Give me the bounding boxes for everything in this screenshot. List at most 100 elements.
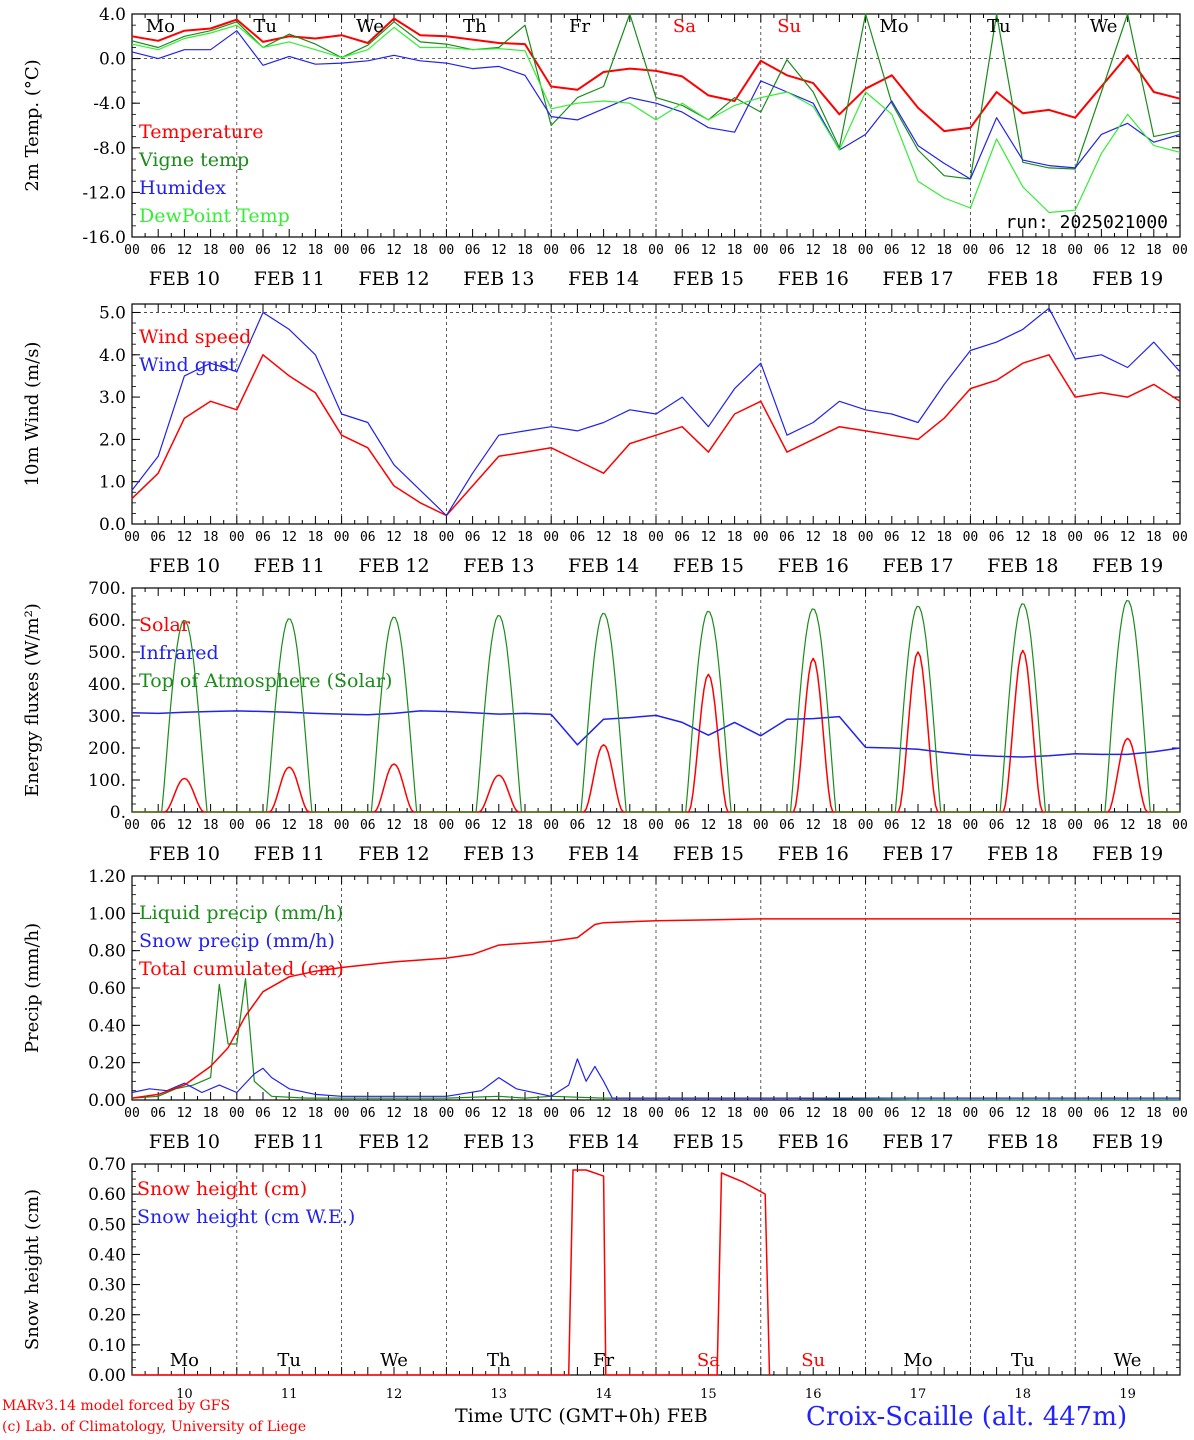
hour-label: 12: [805, 1106, 821, 1121]
day-number: 12: [386, 1387, 403, 1402]
hour-label: 06: [360, 243, 376, 258]
hour-label: 12: [281, 243, 297, 258]
hour-label: 06: [989, 1106, 1005, 1121]
hour-label: 00: [543, 530, 559, 545]
time-axis-label: Time UTC (GMT+0h) FEB: [455, 1405, 708, 1427]
y-tick-label: 0.00: [88, 1366, 126, 1386]
hour-label: 00: [963, 243, 979, 258]
hour-label: 12: [177, 818, 193, 833]
y-tick-label: 0.20: [88, 1054, 126, 1074]
hour-label: 00: [543, 1106, 559, 1121]
hour-label: 12: [177, 243, 193, 258]
hour-label: 18: [832, 818, 848, 833]
hour-label: 00: [229, 1106, 245, 1121]
hour-label: 00: [1067, 243, 1083, 258]
day-number: 13: [491, 1387, 508, 1402]
y-tick-label: 0.0: [99, 50, 126, 70]
hour-label: 12: [910, 818, 926, 833]
legend-entry: Snow precip (mm/h): [139, 930, 335, 952]
hour-label: 18: [412, 1106, 428, 1121]
hour-label: 18: [622, 243, 638, 258]
hour-label: 12: [281, 530, 297, 545]
date-label: FEB 14: [568, 555, 639, 577]
y-tick-label: 5.0: [99, 303, 126, 323]
hour-label: 00: [648, 818, 664, 833]
date-label: FEB 15: [673, 1131, 744, 1153]
day-number: 19: [1119, 1387, 1136, 1402]
series-dewpoint-temp: [131, 24, 1181, 214]
hour-label: 00: [1172, 818, 1188, 833]
y-axis-label: 2m Temp. (°C): [22, 59, 43, 191]
series-snow-precip-mm-h-: [131, 1058, 1180, 1099]
date-label: FEB 16: [778, 843, 849, 865]
series-wind-speed: [131, 354, 1181, 517]
date-label: FEB 19: [1092, 268, 1163, 290]
date-label: FEB 13: [463, 1131, 534, 1153]
date-label: FEB 19: [1092, 555, 1163, 577]
hour-label: 06: [360, 530, 376, 545]
hour-label: 12: [1120, 530, 1136, 545]
day-name: Su: [801, 1350, 825, 1371]
series-total-cumulated-cm-: [131, 918, 1180, 1099]
hour-label: 12: [177, 1106, 193, 1121]
date-label: FEB 17: [882, 843, 953, 865]
hour-label: 06: [779, 818, 795, 833]
hour-label: 00: [648, 243, 664, 258]
day-name: Th: [463, 16, 487, 37]
hour-label: 06: [779, 1106, 795, 1121]
hour-label: 12: [701, 818, 717, 833]
panel-5: [131, 1163, 1181, 1376]
y-axis-label: Energy fluxes (W/m²): [22, 603, 43, 797]
hour-label: 18: [412, 243, 428, 258]
y-tick-label: 1.20: [88, 867, 126, 887]
day-name: Mo: [170, 1350, 199, 1371]
hour-label: 06: [570, 243, 586, 258]
hour-label: 00: [124, 243, 140, 258]
hour-label: 18: [517, 530, 533, 545]
series-snow-height-cm-: [132, 1169, 771, 1376]
hour-label: 18: [1041, 243, 1057, 258]
legend-entry: Snow height (cm): [137, 1178, 307, 1200]
date-label: FEB 17: [882, 268, 953, 290]
hour-label: 12: [910, 530, 926, 545]
hour-label: 06: [360, 818, 376, 833]
hour-label: 06: [779, 243, 795, 258]
hour-label: 18: [1146, 243, 1162, 258]
date-label: FEB 11: [254, 268, 325, 290]
hour-label: 12: [177, 530, 193, 545]
hour-label: 00: [1172, 530, 1188, 545]
hour-label: 06: [1094, 530, 1110, 545]
series-infrared: [131, 710, 1181, 758]
panel-1: [131, 13, 1181, 238]
date-label: FEB 13: [463, 843, 534, 865]
hour-label: 12: [281, 1106, 297, 1121]
run-label: run: 2025021000: [1005, 212, 1168, 233]
hour-label: 06: [884, 243, 900, 258]
date-label: FEB 10: [149, 1131, 220, 1153]
date-label: FEB 12: [358, 1131, 429, 1153]
hour-label: 00: [963, 818, 979, 833]
y-tick-label: 1.0: [99, 473, 126, 493]
hour-label: 00: [858, 243, 874, 258]
hour-label: 06: [570, 530, 586, 545]
hour-label: 00: [543, 818, 559, 833]
date-label: FEB 14: [568, 843, 639, 865]
date-label: FEB 18: [987, 555, 1058, 577]
hour-label: 12: [596, 1106, 612, 1121]
hour-label: 18: [622, 530, 638, 545]
hour-label: 18: [412, 530, 428, 545]
legend-entry: Humidex: [139, 177, 226, 199]
hour-label: 06: [570, 1106, 586, 1121]
day-name: Mo: [146, 16, 175, 37]
y-tick-label: 4.0: [99, 5, 126, 25]
hour-label: 12: [491, 818, 507, 833]
y-tick-label: 0.50: [88, 1215, 126, 1235]
hour-label: 00: [439, 243, 455, 258]
hour-label: 06: [150, 243, 166, 258]
hour-label: 18: [203, 530, 219, 545]
hour-label: 00: [753, 818, 769, 833]
day-name: We: [1114, 1350, 1142, 1371]
legend-entry: Top of Atmosphere (Solar): [139, 670, 392, 692]
date-label: FEB 16: [778, 555, 849, 577]
hour-label: 06: [1094, 1106, 1110, 1121]
